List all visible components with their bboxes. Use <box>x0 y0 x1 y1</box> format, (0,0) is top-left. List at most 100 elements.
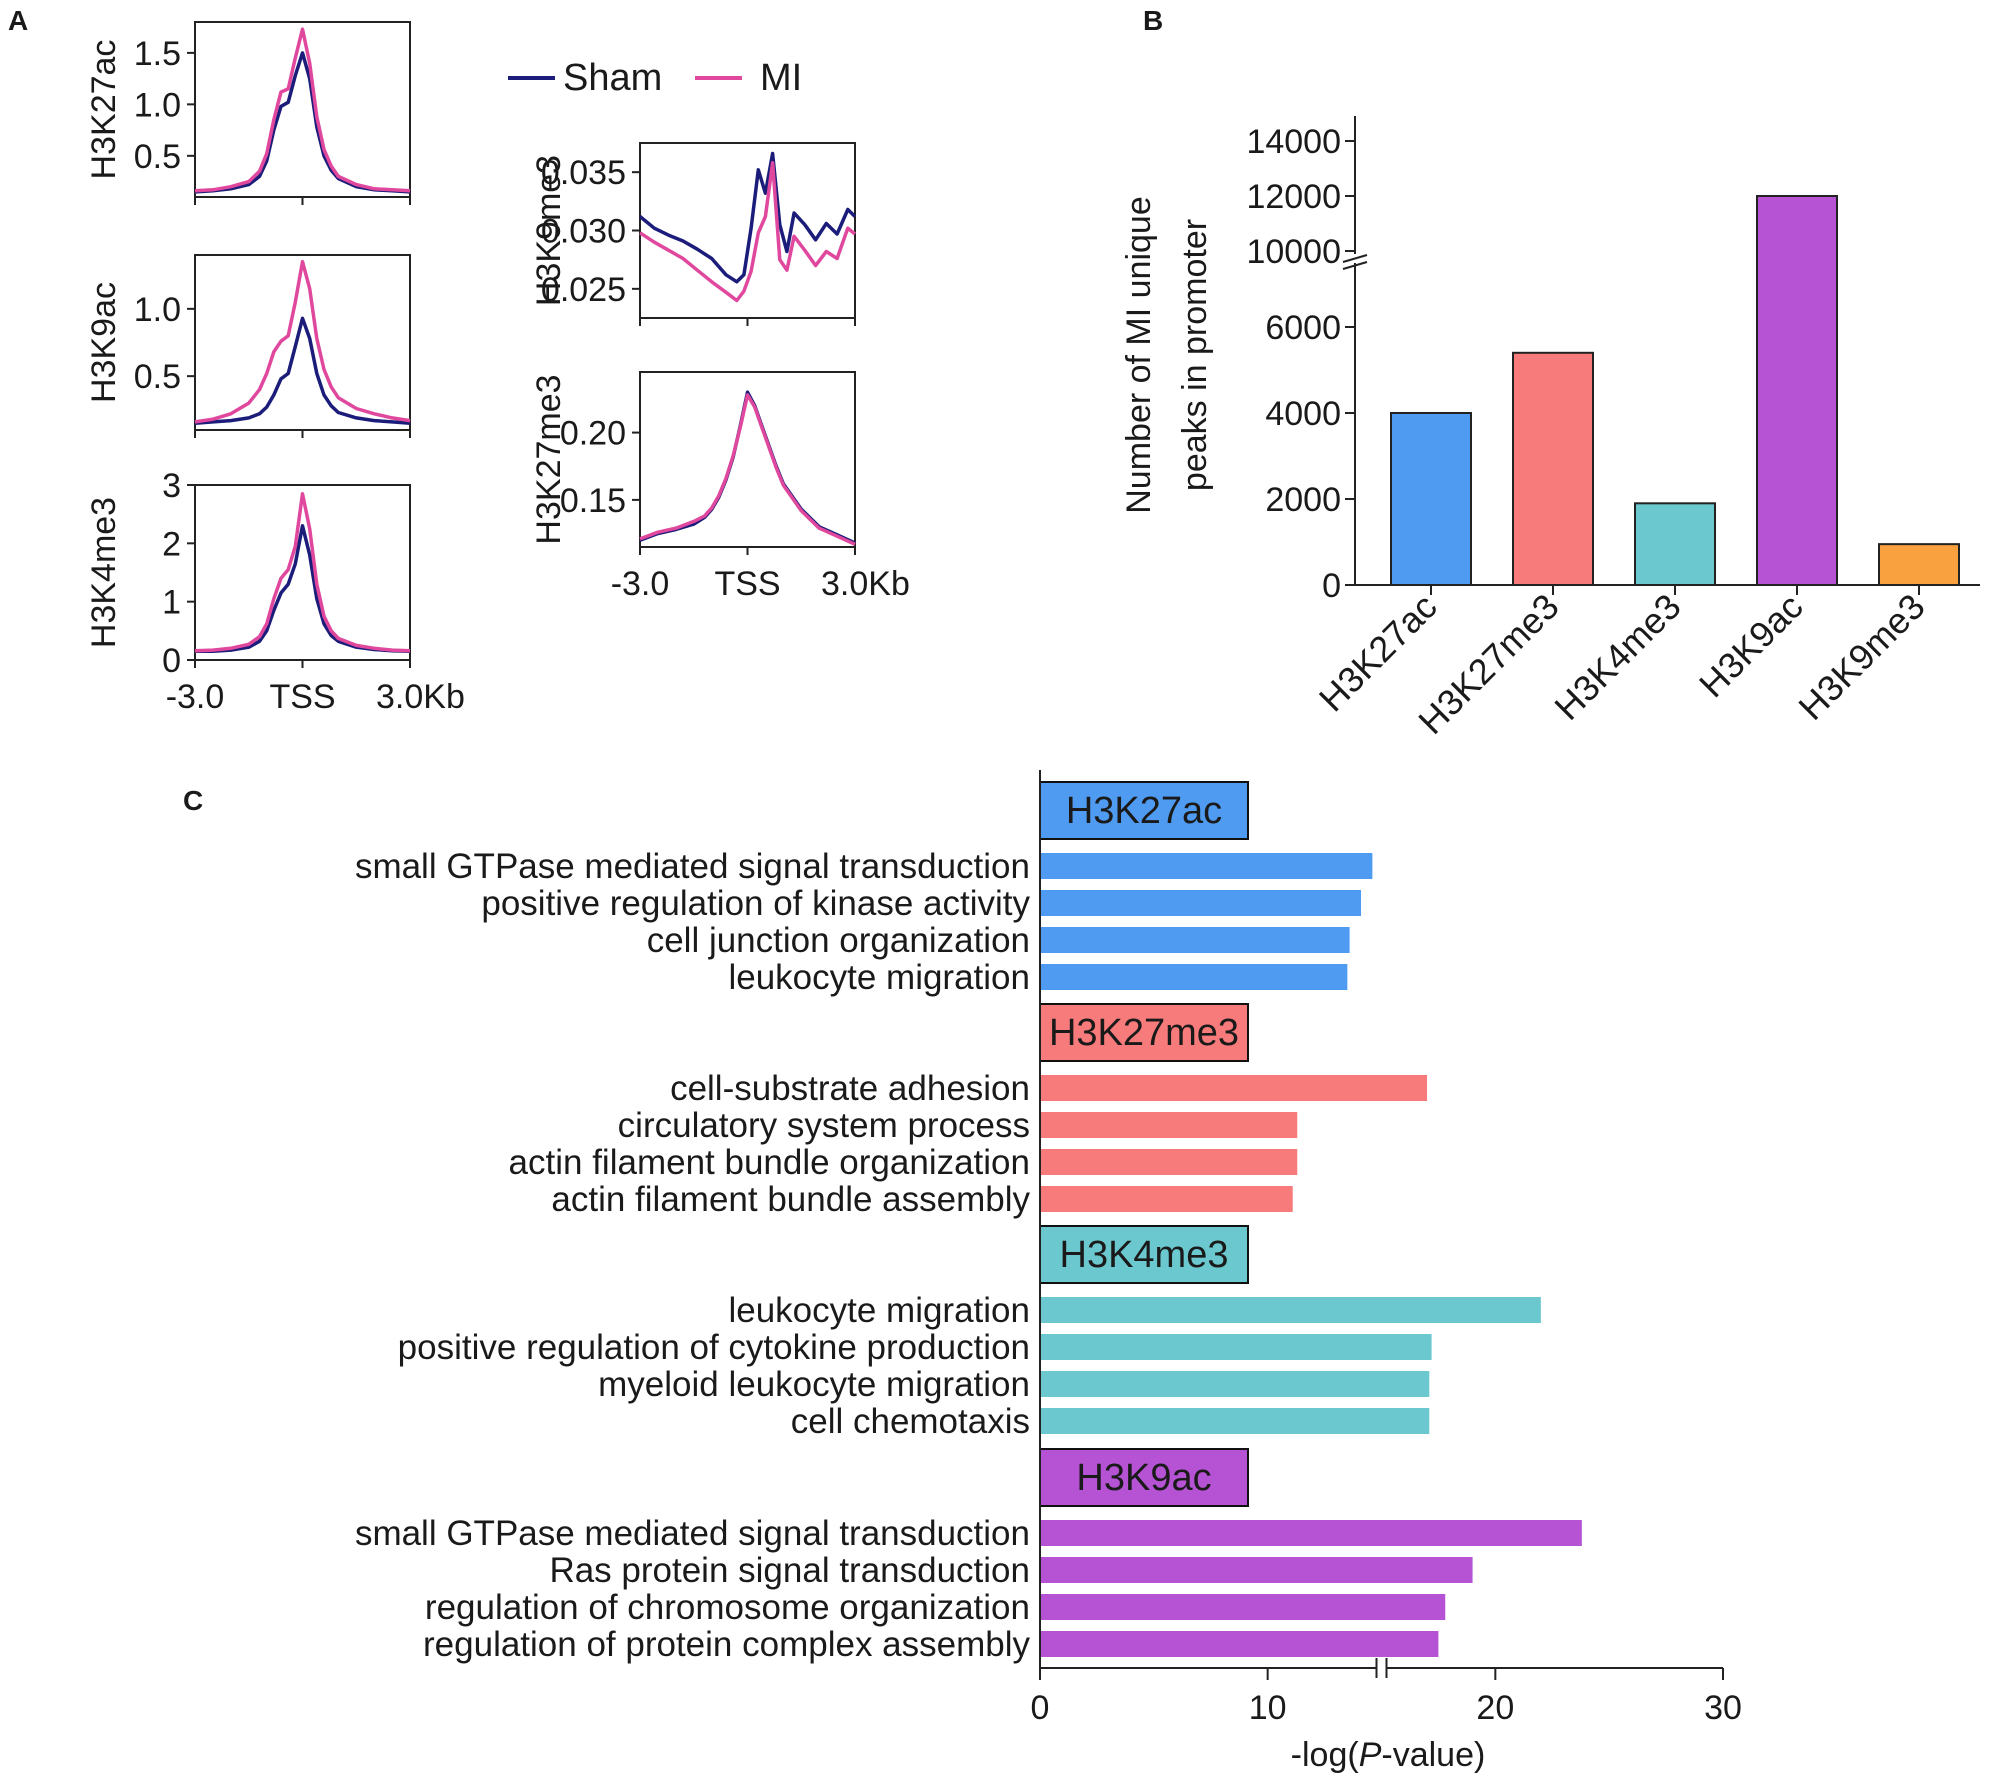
term-label: myeloid leukocyte migration <box>598 1365 1030 1404</box>
bar-term <box>1040 1520 1582 1546</box>
bar-term <box>1040 1594 1446 1620</box>
x-tick-label: 20 <box>1476 1689 1514 1727</box>
x-axis-label-end: -value) <box>1381 1736 1485 1774</box>
y-tick-label: 12000 <box>1246 178 1341 216</box>
go-group-h3k27ac: H3K27ac small GTPase mediated signal tran… <box>355 781 1373 997</box>
bar-h3k9me3 <box>1878 543 1960 587</box>
y-tick-label: 1.0 <box>134 291 181 329</box>
term-label: cell-substrate adhesion <box>670 1069 1030 1108</box>
bar-term <box>1040 964 1348 990</box>
legend-label-sham: Sham <box>563 57 662 99</box>
series-line-mi <box>639 393 856 546</box>
y-tick-label: 0.15 <box>560 482 626 520</box>
axis-break-mark <box>1342 254 1368 263</box>
y-tick-label: 3 <box>162 467 181 505</box>
y-axis-label-line-1: Number of MI unique <box>1120 196 1158 514</box>
series-line-mi <box>194 27 411 193</box>
bar-term <box>1040 1075 1428 1101</box>
term-label: small GTPase mediated signal transductio… <box>355 1514 1030 1553</box>
bar-term <box>1040 1149 1298 1175</box>
go-group-h3k9ac: H3K9ac small GTPase mediated signal trans… <box>355 1448 1582 1664</box>
y-tick-label: 0 <box>1322 567 1341 605</box>
legend-label-mi: MI <box>760 57 802 99</box>
bar-term <box>1040 1408 1430 1434</box>
term-label: regulation of chromosome organization <box>425 1588 1030 1627</box>
term-label: positive regulation of cytokine producti… <box>398 1328 1030 1367</box>
y-tick-label: 14000 <box>1246 123 1341 161</box>
y-axis-label: H3K27ac <box>85 40 123 180</box>
x-tick-label: H3K4me3 <box>1546 586 1688 728</box>
x-tick-label: 0 <box>1031 1689 1050 1727</box>
y-tick-label: 0.035 <box>541 154 626 192</box>
series-line-sham <box>194 51 411 194</box>
y-axis-label: H3K9ac <box>85 282 123 403</box>
y-axis-label: Number of MI unique peaks in promoter <box>1120 196 1214 514</box>
y-tick-label: 0.5 <box>134 358 181 396</box>
bar-h3k27me3 <box>1512 351 1594 586</box>
plot-frame <box>194 21 411 198</box>
y-tick-label: 0.030 <box>541 213 626 251</box>
bar-term <box>1040 1297 1541 1323</box>
x-axis-label-start: -log( <box>1291 1736 1360 1774</box>
y-tick-label: 6000 <box>1265 309 1341 347</box>
term-label: positive regulation of kinase activity <box>481 884 1030 923</box>
term-label: actin filament bundle assembly <box>551 1180 1030 1219</box>
y-axis-label-line-2: peaks in promoter <box>1176 219 1214 491</box>
bar-term <box>1040 853 1373 879</box>
bar-h3k4me3 <box>1634 502 1716 586</box>
x-tick-label: 3.0Kb <box>821 565 910 603</box>
panel-letter-a: A <box>8 5 28 36</box>
term-label: Ras protein signal transduction <box>549 1551 1030 1590</box>
y-tick-label: 0.20 <box>560 415 626 453</box>
group-header-label: H3K27ac <box>1066 790 1222 832</box>
term-label: leukocyte migration <box>728 958 1030 997</box>
series-line-sham <box>638 151 857 284</box>
group-header-label: H3K27me3 <box>1049 1012 1239 1054</box>
y-tick-label: 0.5 <box>134 138 181 176</box>
bar-term <box>1040 1186 1293 1212</box>
series-line-sham <box>194 316 411 426</box>
series-line-sham <box>639 390 856 545</box>
x-axis-label: -log(P-value) <box>1291 1736 1486 1774</box>
series-line-mi <box>639 161 857 303</box>
bar-term <box>1040 890 1362 916</box>
go-group-h3k27me3: H3K27me3 cell-substrate adhesioncirculato… <box>509 1003 1428 1219</box>
group-header <box>1039 1225 1249 1284</box>
x-tick-label: 10 <box>1249 1689 1287 1727</box>
y-tick-label: 2 <box>162 525 181 563</box>
term-label: actin filament bundle organization <box>509 1143 1030 1182</box>
y-axis-label: H3K9me3 <box>530 155 568 306</box>
y-axis-label: H3K27me3 <box>530 374 568 544</box>
term-label: cell junction organization <box>647 921 1030 960</box>
bar-h3k9ac <box>1756 195 1838 586</box>
profile-plot-h3k27me3: 0.15 0.20 -3.0 TSS 3.0Kb H3K27me3 <box>530 371 910 603</box>
bar-term <box>1040 927 1350 953</box>
bar-term <box>1040 1112 1298 1138</box>
unique-peaks-bar-chart: 0200040006000100001200014000H3K27acH3K27… <box>1120 116 1980 742</box>
bar-term <box>1040 1557 1473 1583</box>
bar-term <box>1040 1631 1439 1657</box>
bar-term <box>1040 1371 1430 1397</box>
profile-plot-h3k27ac: 0.5 1.0 1.5 H3K27ac <box>85 21 411 205</box>
plot-frame <box>194 484 411 661</box>
x-tick-label: 30 <box>1704 1689 1742 1727</box>
term-label: regulation of protein complex assembly <box>423 1625 1030 1664</box>
profile-plot-h3k4me3: 0 1 2 3 -3.0 TSS 3.0Kb H3K4me3 <box>85 467 465 716</box>
profile-plots-panel: 0.5 1.0 1.5 H3K27ac 0.5 1.0 H3K9ac 0 1 2 3 -3.0 TSS 3… <box>85 21 910 716</box>
term-label: leukocyte migration <box>728 1291 1030 1330</box>
axis-break-mark <box>1342 261 1368 270</box>
x-axis-label-italic: P <box>1359 1736 1382 1774</box>
y-tick-label: 10000 <box>1246 233 1341 271</box>
x-tick-label: H3K9ac <box>1691 586 1811 706</box>
x-tick-label: H3K9me3 <box>1790 586 1932 728</box>
series-line-mi <box>194 259 411 424</box>
legend: Sham MI <box>508 57 802 99</box>
plot-frame <box>194 254 411 431</box>
term-label: small GTPase mediated signal transductio… <box>355 847 1030 886</box>
x-tick-label: -3.0 <box>166 678 225 716</box>
term-label: cell chemotaxis <box>791 1402 1030 1441</box>
y-tick-label: 4000 <box>1265 395 1341 433</box>
y-tick-label: 2000 <box>1265 481 1341 519</box>
